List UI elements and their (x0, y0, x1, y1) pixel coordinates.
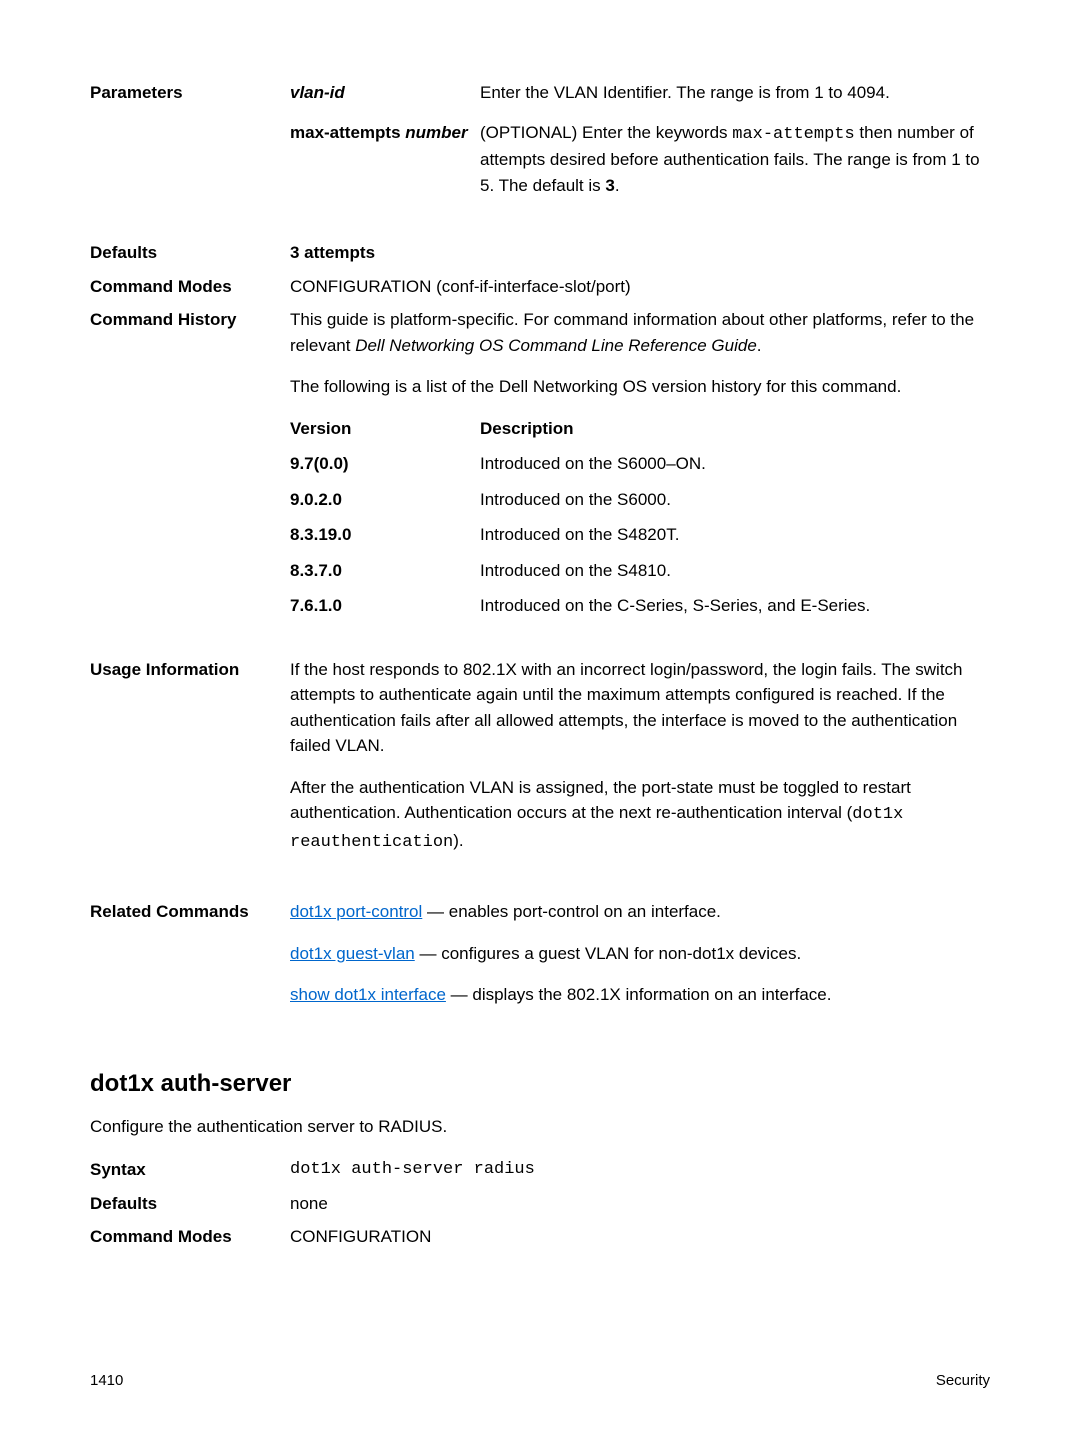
related-rest: — displays the 802.1X information on an … (446, 985, 832, 1004)
auth-defaults-row: Defaults none (90, 1191, 990, 1217)
command-modes-section: Command Modes CONFIGURATION (conf-if-int… (90, 274, 990, 300)
auth-syntax-row: Syntax dot1x auth-server radius (90, 1157, 990, 1183)
auth-modes-value: CONFIGURATION (290, 1224, 990, 1250)
auth-server-intro: Configure the authentication server to R… (90, 1114, 990, 1140)
version-desc: Introduced on the S6000. (480, 487, 990, 513)
version-number: 8.3.7.0 (290, 558, 480, 584)
version-header-desc: Description (480, 416, 990, 442)
history-intro2: The following is a list of the Dell Netw… (290, 374, 990, 400)
usage-section: Usage Information If the host responds t… (90, 657, 990, 872)
param-name-number: number (405, 123, 467, 142)
command-history-section: Command History This guide is platform-s… (90, 307, 990, 629)
version-desc: Introduced on the S4810. (480, 558, 990, 584)
version-desc: Introduced on the S4820T. (480, 522, 990, 548)
version-header-version: Version (290, 416, 480, 442)
defaults-label: Defaults (90, 240, 290, 266)
related-link[interactable]: show dot1x interface (290, 985, 446, 1004)
command-history-label: Command History (90, 307, 290, 629)
auth-modes-label: Command Modes (90, 1224, 290, 1250)
related-link[interactable]: dot1x guest-vlan (290, 944, 415, 963)
version-row: 7.6.1.0Introduced on the C-Series, S-Ser… (290, 593, 990, 619)
related-link[interactable]: dot1x port-control (290, 902, 422, 921)
param-desc-max: (OPTIONAL) Enter the keywords max-attemp… (480, 120, 990, 199)
page-footer: 1410 Security (90, 1370, 990, 1393)
version-number: 9.7(0.0) (290, 451, 480, 477)
usage-label: Usage Information (90, 657, 290, 872)
auth-syntax-label: Syntax (90, 1157, 290, 1183)
param-desc-vlan: Enter the VLAN Identifier. The range is … (480, 80, 990, 106)
command-modes-label: Command Modes (90, 274, 290, 300)
auth-modes-row: Command Modes CONFIGURATION (90, 1224, 990, 1250)
usage-para1: If the host responds to 802.1X with an i… (290, 657, 990, 759)
related-item: show dot1x interface — displays the 802.… (290, 982, 990, 1008)
version-row: 8.3.19.0Introduced on the S4820T. (290, 522, 990, 548)
parameters-content: vlan-id Enter the VLAN Identifier. The r… (290, 80, 990, 212)
version-number: 8.3.19.0 (290, 522, 480, 548)
param-row-max: max-attempts number (OPTIONAL) Enter the… (290, 120, 990, 199)
version-desc: Introduced on the S6000–ON. (480, 451, 990, 477)
footer-section: Security (936, 1370, 990, 1393)
defaults-section: Defaults 3 attempts (90, 240, 990, 266)
command-modes-value: CONFIGURATION (conf-if-interface-slot/po… (290, 274, 990, 300)
version-desc: Introduced on the C-Series, S-Series, an… (480, 593, 990, 619)
parameters-section: Parameters vlan-id Enter the VLAN Identi… (90, 80, 990, 212)
related-label: Related Commands (90, 899, 290, 1024)
version-row: 9.0.2.0Introduced on the S6000. (290, 487, 990, 513)
version-row: 8.3.7.0Introduced on the S4810. (290, 558, 990, 584)
related-section: Related Commands dot1x port-control — en… (90, 899, 990, 1024)
param-name-max: max-attempts number (290, 120, 480, 199)
auth-defaults-label: Defaults (90, 1191, 290, 1217)
usage-para2: After the authentication VLAN is assigne… (290, 775, 990, 856)
usage-content: If the host responds to 802.1X with an i… (290, 657, 990, 872)
related-item: dot1x port-control — enables port-contro… (290, 899, 990, 925)
parameters-label: Parameters (90, 80, 290, 212)
auth-server-heading: dot1x auth-server (90, 1066, 990, 1102)
footer-page: 1410 (90, 1370, 123, 1393)
related-rest: — configures a guest VLAN for non-dot1x … (415, 944, 801, 963)
version-row: 9.7(0.0)Introduced on the S6000–ON. (290, 451, 990, 477)
param-name-vlan: vlan-id (290, 80, 480, 106)
related-item: dot1x guest-vlan — configures a guest VL… (290, 941, 990, 967)
auth-defaults-value: none (290, 1191, 990, 1217)
auth-syntax-value: dot1x auth-server radius (290, 1157, 990, 1183)
defaults-value: 3 attempts (290, 240, 990, 266)
version-number: 9.0.2.0 (290, 487, 480, 513)
related-rest: — enables port-control on an interface. (422, 902, 721, 921)
history-intro1: This guide is platform-specific. For com… (290, 307, 990, 358)
version-header: Version Description (290, 416, 990, 442)
param-row-vlan: vlan-id Enter the VLAN Identifier. The r… (290, 80, 990, 106)
version-number: 7.6.1.0 (290, 593, 480, 619)
command-history-content: This guide is platform-specific. For com… (290, 307, 990, 629)
related-content: dot1x port-control — enables port-contro… (290, 899, 990, 1024)
